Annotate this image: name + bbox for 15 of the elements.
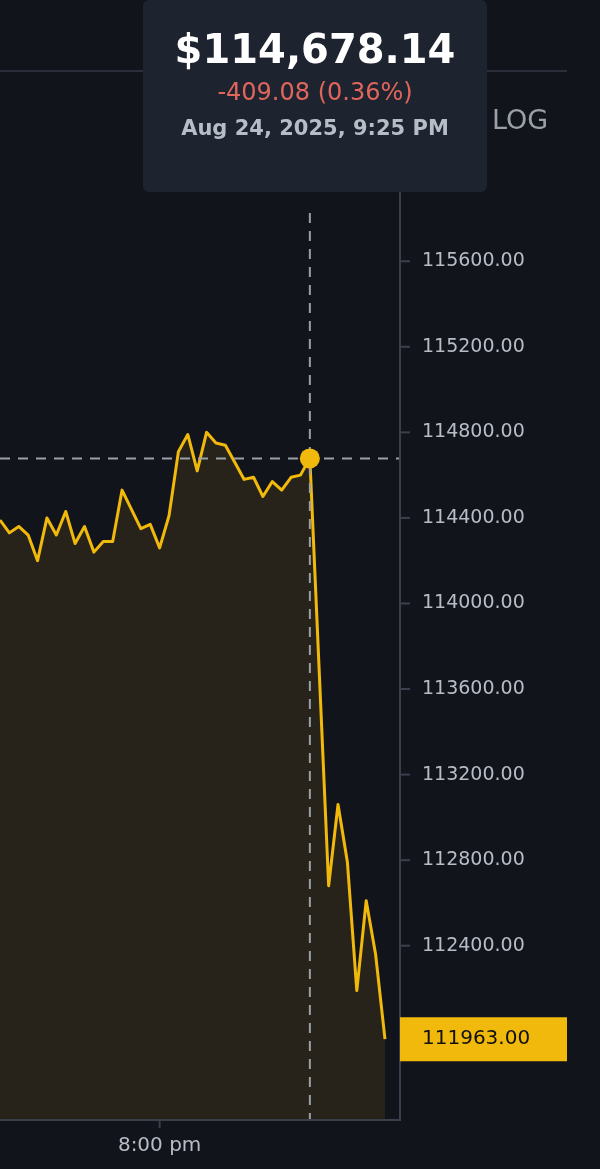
- text: -409.08 (0.36%): [216, 78, 414, 106]
- y-tick-label: 112800.00: [422, 847, 525, 870]
- y-tick-label: 113600.00: [422, 675, 525, 698]
- text: 111963.00: [422, 1025, 531, 1050]
- text: LOG: [492, 104, 549, 135]
- y-tick-label: 112400.00: [422, 932, 525, 955]
- x-tick-label: 8:00 pm: [117, 1132, 202, 1157]
- y-tick-label: 114400.00: [422, 504, 525, 527]
- text: $114,678.14: [173, 26, 457, 72]
- y-tick-label: 113200.00: [422, 761, 525, 784]
- y-tick-label: 115200.00: [422, 333, 525, 356]
- text: Aug 24, 2025, 9:25 PM: [180, 116, 450, 140]
- y-tick-label: 115600.00: [422, 248, 525, 271]
- y-tick-label: 114000.00: [422, 590, 525, 613]
- y-tick-label: 114800.00: [422, 419, 525, 442]
